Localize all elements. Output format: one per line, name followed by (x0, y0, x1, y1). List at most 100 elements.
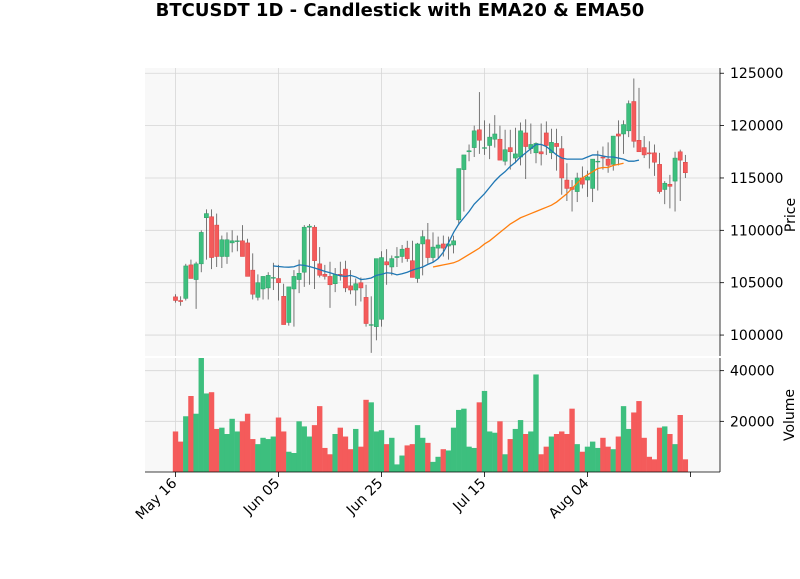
x-tick-label: Jun 25 (343, 476, 386, 519)
price-tick-label: 105000 (730, 276, 783, 292)
volume-bar (332, 434, 338, 472)
candle-body (343, 268, 348, 289)
volume-bar (620, 406, 627, 472)
candle-body (312, 226, 317, 261)
volume-bar (533, 374, 539, 472)
candle-body (353, 283, 359, 291)
candle-body (358, 282, 364, 289)
candle-body (471, 130, 477, 148)
volume-bar (662, 426, 668, 472)
volume-bar (394, 464, 400, 472)
volume-bar (528, 431, 534, 472)
volume-bar (631, 412, 637, 472)
candle-body (590, 158, 595, 189)
volume-bar (579, 451, 586, 472)
volume-bar (193, 413, 199, 472)
candle-body (621, 124, 626, 135)
candle-body (559, 148, 565, 179)
price-panel (145, 68, 720, 356)
candle-body (384, 261, 389, 266)
volume-bar (239, 421, 246, 472)
volume-bar (311, 425, 318, 472)
candle-body (440, 243, 446, 249)
candle-body (667, 183, 673, 187)
candle-body (183, 265, 189, 299)
candle-body (435, 244, 441, 249)
candle-body (657, 164, 662, 192)
volume-bar (584, 446, 591, 472)
candle-body (291, 276, 297, 290)
volume-bar (677, 415, 683, 472)
volume-bar (224, 434, 230, 472)
volume-bar (363, 399, 369, 472)
volume-bar (399, 455, 405, 472)
candle-body (178, 300, 184, 302)
candle-body (204, 213, 209, 219)
volume-bar (435, 456, 441, 472)
volume-bar (626, 428, 632, 472)
volume-bar (553, 434, 560, 472)
candle-body (492, 133, 498, 140)
candle-body (415, 243, 420, 279)
candle-body (518, 130, 523, 158)
candle-body (616, 133, 621, 137)
candle-body (564, 179, 570, 189)
volume-bar (327, 454, 333, 472)
volume-bar (600, 437, 606, 472)
volume-bar (481, 390, 488, 472)
volume-bar (512, 428, 519, 472)
ema50-line (432, 162, 624, 268)
candle-body (600, 156, 606, 159)
candle-body (461, 154, 467, 170)
candle-body (646, 152, 652, 155)
volume-bar (183, 416, 189, 472)
candle-body (456, 168, 462, 221)
price-tick-label: 125000 (730, 66, 783, 82)
candle-body (229, 240, 235, 244)
volume-bar (383, 444, 390, 472)
volume-bar (244, 413, 251, 472)
candle-body (173, 296, 178, 301)
volume-tick-label: 40000 (730, 364, 775, 380)
price-axis-label: Price (783, 198, 799, 232)
volume-bar (517, 420, 524, 472)
volume-bar (641, 437, 647, 472)
volume-bar (425, 442, 431, 472)
volume-bar (667, 434, 673, 472)
candle-body (636, 140, 642, 153)
volume-bar (564, 434, 570, 472)
volume-bars (172, 358, 689, 472)
volume-bar (301, 426, 307, 472)
candle-body (451, 240, 456, 246)
candle-body (198, 232, 204, 265)
x-tick-label: Jul 15 (450, 476, 490, 516)
volume-bar (404, 445, 410, 472)
candle-body (507, 147, 513, 153)
volume-axis-label: Volume (782, 389, 798, 441)
candle-body (389, 258, 395, 268)
volume-bar (456, 409, 462, 472)
volume-bar (589, 441, 596, 472)
volume-bar (353, 428, 359, 472)
volume-bar (255, 444, 261, 472)
candle-body (193, 263, 199, 280)
volume-bar (615, 436, 622, 472)
volume-bar (306, 436, 313, 472)
volume-bar (177, 441, 184, 472)
price-tick-label: 120000 (730, 119, 783, 135)
candle-body (585, 176, 590, 181)
volume-bar (486, 431, 493, 472)
candle-body (188, 264, 194, 279)
candle-body (348, 285, 353, 291)
ema20-line (273, 143, 640, 281)
volume-bar (229, 418, 235, 472)
candle-body (595, 160, 601, 163)
price-tick-label: 110000 (730, 223, 783, 239)
candle-body (631, 101, 637, 142)
ema-lines (273, 143, 640, 281)
volume-bar (208, 392, 215, 472)
volume-bar (270, 436, 277, 472)
volume-bar (497, 421, 503, 472)
